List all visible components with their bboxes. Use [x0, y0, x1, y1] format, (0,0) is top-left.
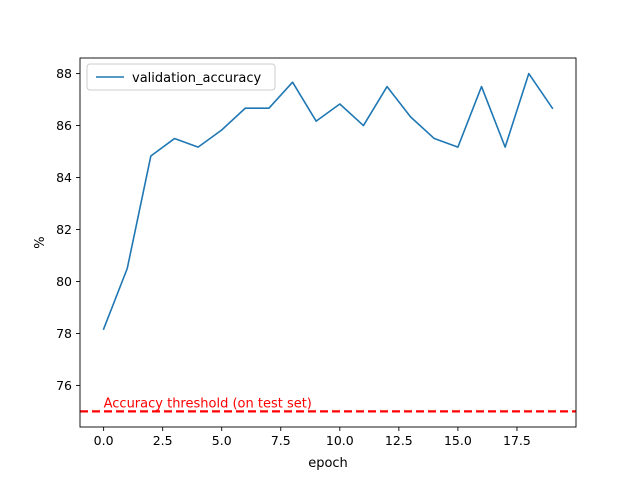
x-tick-label: 7.5	[271, 433, 291, 448]
y-tick-label: 88	[56, 66, 72, 81]
y-tick-label: 86	[56, 118, 72, 133]
x-tick-label: 2.5	[153, 433, 173, 448]
plot-area-background	[80, 58, 576, 427]
legend-box	[86, 63, 276, 91]
y-tick-label: 78	[56, 326, 72, 341]
x-tick-label: 0.0	[94, 433, 114, 448]
x-tick-label: 12.5	[385, 433, 413, 448]
y-tick-label: 76	[56, 378, 72, 393]
x-tick-label: 5.0	[212, 433, 232, 448]
plot-frame	[79, 57, 577, 428]
y-axis-label: %	[33, 236, 48, 248]
threshold-annotation: Accuracy threshold (on test set)	[104, 396, 312, 411]
x-tick-label: 17.5	[503, 433, 531, 448]
series-line-validation-accuracy	[102, 72, 554, 331]
y-tick-label: 82	[56, 222, 72, 237]
x-tick-label: 10.0	[326, 433, 354, 448]
legend-label: validation_accuracy	[132, 71, 261, 86]
x-axis-label: epoch	[308, 456, 348, 471]
y-tick-label: 80	[56, 274, 72, 289]
y-tick-label: 84	[56, 170, 72, 185]
x-tick-label: 15.0	[444, 433, 472, 448]
